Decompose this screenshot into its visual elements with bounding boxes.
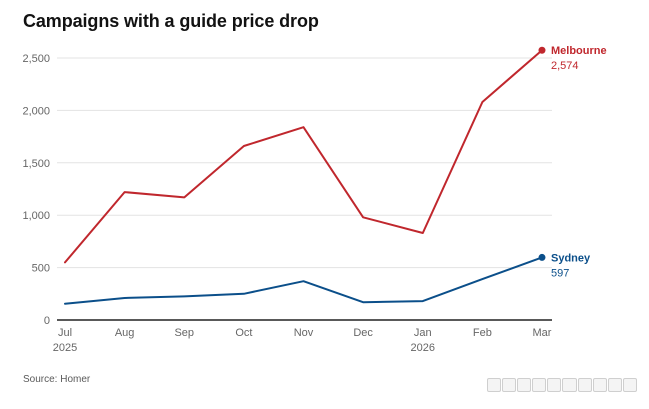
y-tick-label: 0 [44,315,50,327]
source-note: Source: Homer [23,374,91,385]
chart-title: Campaigns with a guide price drop [23,11,319,31]
series-label-melbourne: Melbourne [551,45,607,57]
y-axis-labels: 0 500 1,000 1,500 2,000 2,500 [22,53,50,327]
watermark-block [532,378,547,392]
x-tick-label: Jul [58,327,72,339]
x-tick-year-label: 2026 [411,342,435,354]
series-line-sydney [64,256,543,305]
x-tick-label: Aug [115,327,135,339]
y-tick-label: 1,500 [22,158,50,170]
watermark-block [592,378,607,392]
y-tick-label: 500 [32,263,50,275]
x-tick-year-label: 2025 [53,342,77,354]
grid-lines [57,57,552,269]
series-value-label-sydney: 597 [551,267,569,279]
watermark-block [487,378,502,392]
watermark-block [562,378,577,392]
series-line-melbourne [64,49,543,264]
series-lines [64,46,546,305]
end-marker-melbourne [538,46,546,54]
watermark [487,378,637,392]
end-marker-sydney [538,253,546,261]
watermark-block [547,378,562,392]
x-tick-label: Nov [294,327,314,339]
watermark-block [622,378,637,392]
y-tick-label: 1,000 [22,210,50,222]
watermark-block [577,378,592,392]
x-tick-label: Mar [533,327,552,339]
x-tick-label: Oct [235,327,252,339]
x-tick-label: Jan [414,327,432,339]
watermark-block [502,378,517,392]
series-labels: Melbourne 2,574 Sydney 597 [551,45,607,279]
x-axis: Jul 2025 Aug Sep Oct Nov Dec Jan 2026 Feb Mar [53,319,552,354]
series-label-sydney: Sydney [551,252,591,264]
x-tick-label: Dec [353,327,373,339]
y-tick-label: 2,500 [22,53,50,65]
watermark-block [607,378,622,392]
y-tick-label: 2,000 [22,105,50,117]
x-tick-label: Sep [174,327,194,339]
series-value-label-melbourne: 2,574 [551,60,579,72]
x-tick-label: Feb [473,327,492,339]
watermark-block [517,378,532,392]
